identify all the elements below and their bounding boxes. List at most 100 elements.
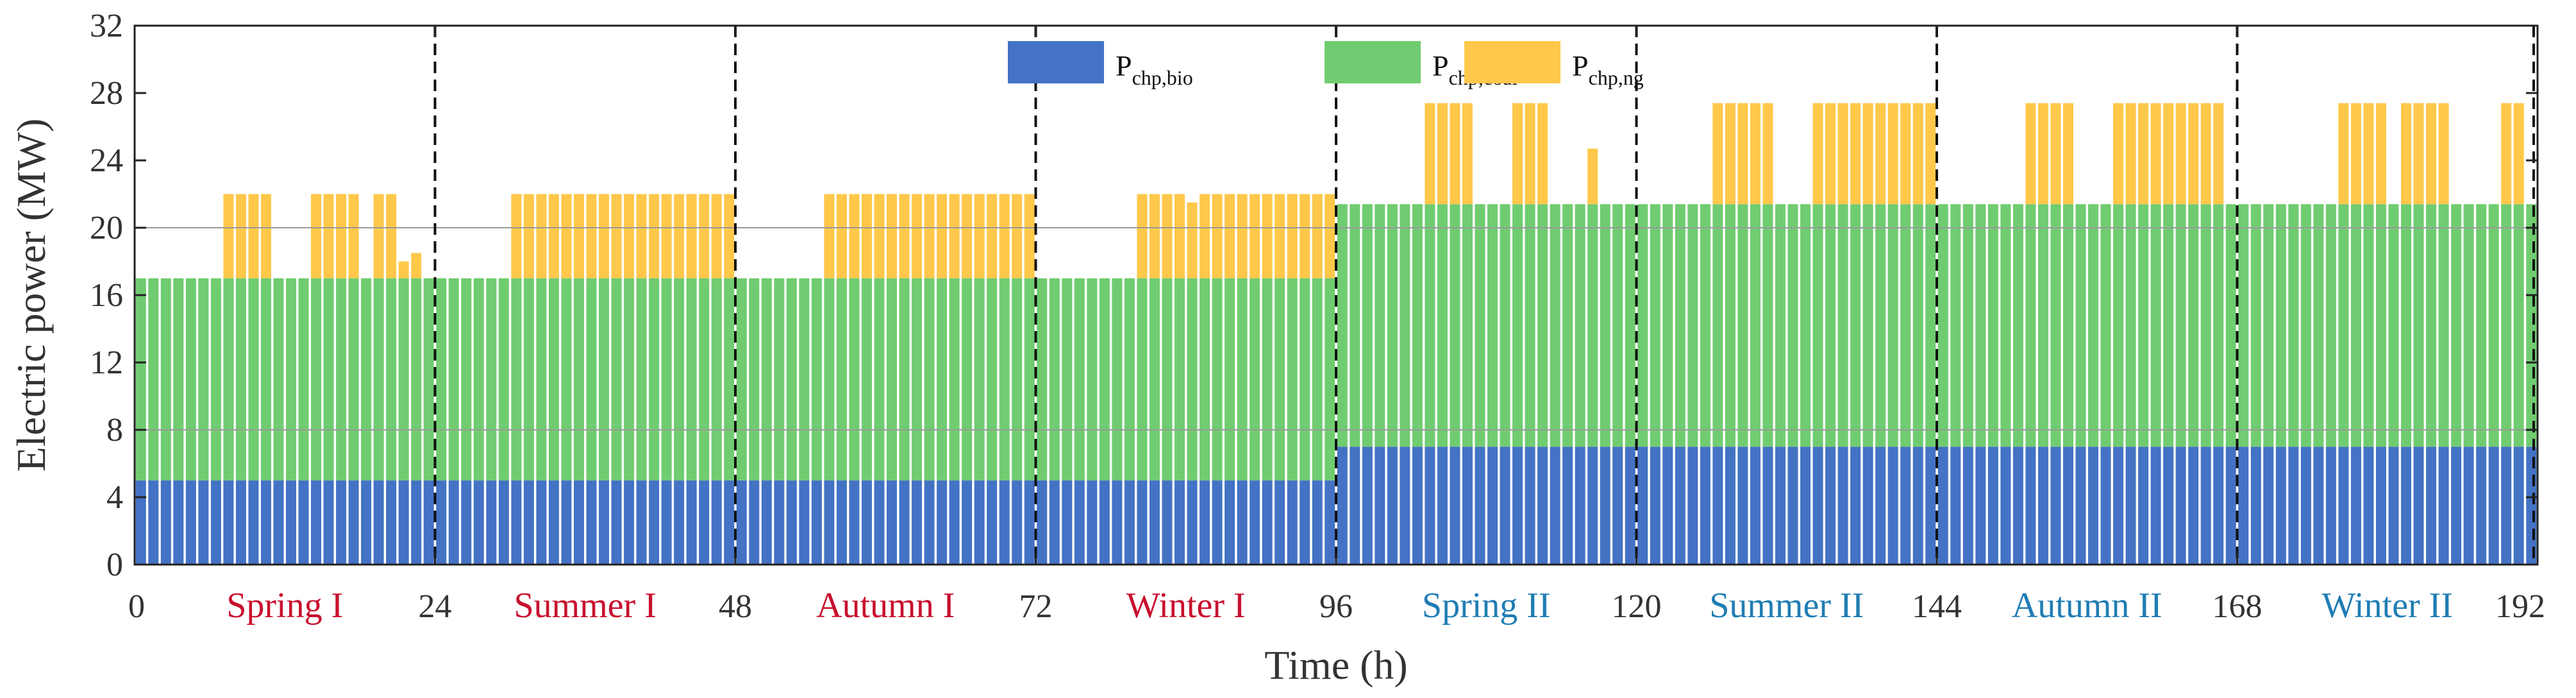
bar-bio-h14 xyxy=(311,480,322,565)
bar-coal-h31 xyxy=(523,278,534,481)
bar-ng-h41 xyxy=(649,194,660,278)
bar-coal-h163 xyxy=(2175,204,2186,447)
bar-bio-h78 xyxy=(1112,480,1123,565)
bar-ng-h128 xyxy=(1737,103,1748,205)
season-label-5: Summer II xyxy=(1709,586,1864,626)
bar-bio-h67 xyxy=(974,480,985,565)
bar-ng-h80 xyxy=(1137,194,1148,278)
bar-bio-h115 xyxy=(1575,447,1585,565)
bar-coal-h87 xyxy=(1225,278,1235,481)
bar-coal-h176 xyxy=(2338,204,2349,447)
bar-bio-h174 xyxy=(2313,447,2324,565)
bar-ng-h45 xyxy=(699,194,710,278)
bar-coal-h16 xyxy=(336,278,347,481)
bar-bio-h161 xyxy=(2150,447,2161,565)
season-label-6: Autumn II xyxy=(2012,586,2162,626)
bar-coal-h34 xyxy=(561,278,572,481)
legend-label-2: Pchp,ng xyxy=(1572,49,1644,89)
bar-bio-h154 xyxy=(2062,447,2073,565)
bar-ng-h9 xyxy=(248,194,259,278)
bar-bio-h166 xyxy=(2213,447,2224,565)
bar-coal-h21 xyxy=(398,278,409,481)
bar-coal-h125 xyxy=(1700,204,1710,447)
bar-bio-h77 xyxy=(1099,480,1110,565)
bar-ng-h158 xyxy=(2113,103,2124,205)
bar-coal-h62 xyxy=(912,278,923,481)
bar-bio-h85 xyxy=(1200,480,1210,565)
bar-ng-h40 xyxy=(636,194,647,278)
season-label-4: Spring II xyxy=(1422,586,1551,626)
bar-ng-h44 xyxy=(686,194,697,278)
bar-ng-h63 xyxy=(924,194,935,278)
bar-coal-h124 xyxy=(1687,204,1698,447)
bar-ng-h85 xyxy=(1200,194,1210,278)
bar-coal-h59 xyxy=(874,278,885,481)
bar-coal-h99 xyxy=(1375,204,1385,447)
bar-coal-h173 xyxy=(2300,204,2311,447)
bar-coal-h139 xyxy=(1875,204,1886,447)
bar-bio-h187 xyxy=(2476,447,2487,565)
bar-bio-h55 xyxy=(824,480,835,565)
bar-ng-h164 xyxy=(2188,103,2199,205)
bar-bio-h178 xyxy=(2363,447,2374,565)
y-tick-label-1: 4 xyxy=(106,479,123,516)
bar-bio-h148 xyxy=(1987,447,1998,565)
bar-coal-h32 xyxy=(536,278,547,481)
bar-bio-h56 xyxy=(836,480,847,565)
bar-ng-h46 xyxy=(711,194,722,278)
bar-ng-h65 xyxy=(949,194,960,278)
x-tick-label-4: 96 xyxy=(1319,588,1353,625)
bar-bio-h116 xyxy=(1587,447,1598,565)
bar-bio-h71 xyxy=(1024,480,1035,565)
bar-bio-h76 xyxy=(1087,480,1098,565)
bar-ng-h91 xyxy=(1275,194,1285,278)
bar-bio-h45 xyxy=(699,480,710,565)
bar-bio-h111 xyxy=(1525,447,1535,565)
bar-coal-h41 xyxy=(649,278,660,481)
bar-ng-h82 xyxy=(1162,194,1173,278)
bar-bio-h15 xyxy=(323,480,334,565)
bar-bio-h31 xyxy=(523,480,534,565)
bar-coal-h75 xyxy=(1074,278,1085,481)
bar-bio-h89 xyxy=(1250,480,1260,565)
bar-bio-h86 xyxy=(1212,480,1223,565)
bar-coal-h108 xyxy=(1487,204,1498,447)
bar-coal-h42 xyxy=(661,278,672,481)
bar-bio-h134 xyxy=(1812,447,1823,565)
bar-bio-h168 xyxy=(2238,447,2249,565)
y-tick-label-7: 28 xyxy=(90,75,123,112)
bar-coal-h93 xyxy=(1300,278,1310,481)
bar-ng-h69 xyxy=(999,194,1010,278)
bar-bio-h119 xyxy=(1625,447,1635,565)
y-axis-label: Electric power (MW) xyxy=(8,119,54,472)
bar-coal-h110 xyxy=(1512,204,1523,447)
bar-coal-h103 xyxy=(1425,204,1435,447)
bar-coal-h157 xyxy=(2100,204,2111,447)
bar-coal-h61 xyxy=(899,278,910,481)
bar-coal-h153 xyxy=(2050,204,2061,447)
bar-ng-h57 xyxy=(849,194,860,278)
y-tick-label-4: 16 xyxy=(90,277,123,314)
bar-coal-h84 xyxy=(1187,278,1198,481)
bar-coal-h135 xyxy=(1825,204,1836,447)
bar-ng-h134 xyxy=(1812,103,1823,205)
legend-swatch-chp-coal xyxy=(1325,41,1421,83)
bar-bio-h169 xyxy=(2250,447,2261,565)
bar-coal-h83 xyxy=(1174,278,1185,481)
bar-coal-h50 xyxy=(761,278,772,481)
bar-coal-h149 xyxy=(2000,204,2011,447)
bar-ng-h15 xyxy=(323,194,334,278)
bar-coal-h47 xyxy=(724,278,735,481)
bar-coal-h178 xyxy=(2363,204,2374,447)
bar-bio-h32 xyxy=(536,480,547,565)
bar-ng-h163 xyxy=(2175,103,2186,205)
bar-bio-h66 xyxy=(962,480,973,565)
bar-bio-h160 xyxy=(2138,447,2149,565)
bar-ng-h166 xyxy=(2213,103,2224,205)
bar-coal-h158 xyxy=(2113,204,2124,447)
bar-bio-h26 xyxy=(461,480,472,565)
bar-coal-h9 xyxy=(248,278,259,481)
legend-label-0: Pchp,bio xyxy=(1116,49,1193,89)
bar-coal-h190 xyxy=(2513,204,2524,447)
